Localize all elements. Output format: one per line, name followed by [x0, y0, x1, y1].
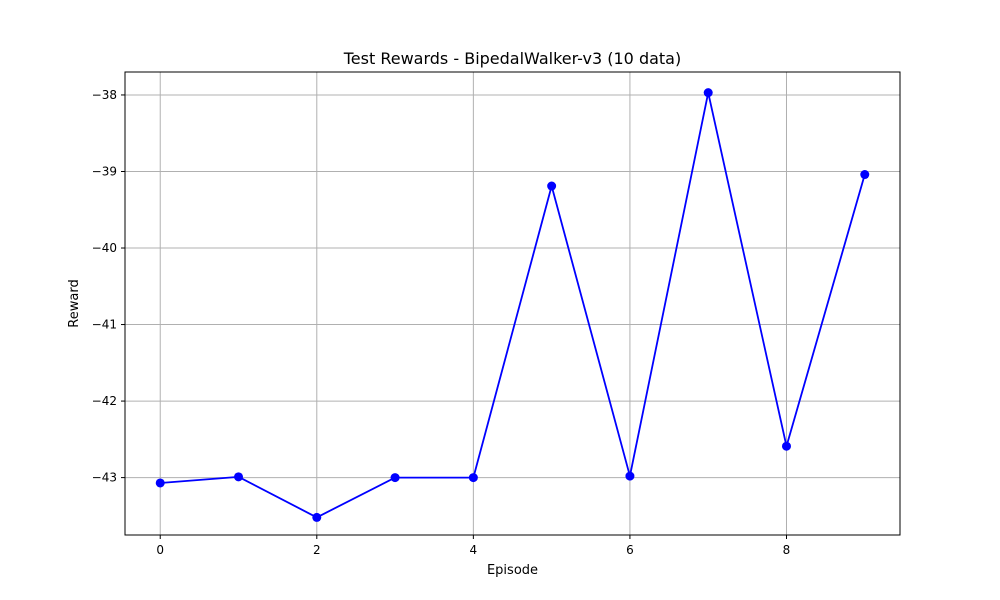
data-point	[781, 441, 791, 451]
data-point	[312, 512, 322, 522]
data-point	[625, 471, 635, 481]
x-tick-label: 6	[626, 543, 634, 557]
series-line	[160, 91, 866, 519]
data-point	[390, 473, 400, 483]
data-point	[703, 88, 713, 98]
data-series	[155, 88, 870, 522]
x-axis-label: Episode	[487, 563, 538, 578]
data-point	[860, 170, 870, 180]
data-point	[234, 472, 244, 482]
y-tick-label: −39	[92, 164, 117, 178]
axes-frame	[124, 71, 901, 536]
y-tick-label: −41	[92, 318, 117, 332]
data-point	[468, 473, 478, 483]
data-point	[155, 478, 165, 488]
y-axis-label: Reward	[67, 279, 82, 327]
y-tick-label: −42	[92, 394, 117, 408]
x-tick-label: 4	[470, 543, 478, 557]
y-tick-label: −38	[92, 88, 117, 102]
ticks: 0 2 4 6 8 −43 −42 −41 −40 −39 −38	[92, 88, 791, 557]
y-tick-label: −40	[92, 241, 117, 255]
x-tick-label: 2	[313, 543, 321, 557]
grid	[125, 72, 900, 535]
x-tick-label: 0	[156, 543, 164, 557]
y-tick-label: −43	[92, 471, 117, 485]
chart-title: Test Rewards - BipedalWalker-v3 (10 data…	[343, 49, 681, 68]
data-point	[547, 181, 557, 191]
x-tick-label: 8	[783, 543, 791, 557]
